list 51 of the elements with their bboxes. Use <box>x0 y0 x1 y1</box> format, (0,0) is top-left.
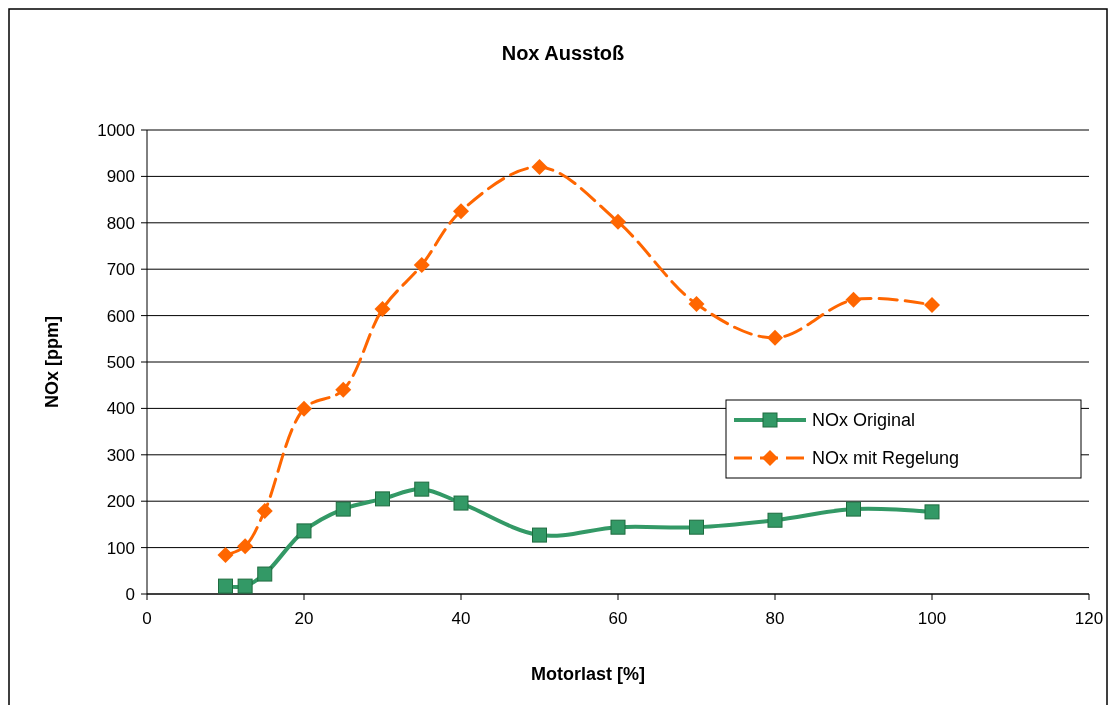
chart-title: Nox Ausstoß <box>501 42 625 64</box>
point <box>257 566 273 582</box>
point <box>413 257 430 274</box>
point <box>296 400 312 417</box>
y-tick-label: 100 <box>106 538 135 558</box>
y-tick-label: 300 <box>106 445 135 465</box>
y-tick-label: 500 <box>106 353 135 372</box>
point <box>532 527 547 543</box>
point <box>335 381 352 398</box>
point <box>375 491 390 507</box>
y-tick-label: 400 <box>106 399 135 419</box>
point <box>374 301 391 318</box>
point <box>924 296 940 313</box>
point <box>767 329 783 346</box>
x-axis-title: Motorlast [%] <box>531 664 645 684</box>
point <box>767 512 783 528</box>
legend-label: NOx mit Regelung <box>812 448 960 468</box>
x-tick-label: 40 <box>451 609 471 628</box>
y-tick-label: 700 <box>106 260 135 280</box>
point <box>845 291 862 308</box>
x-tick-label: 20 <box>294 609 314 628</box>
point <box>924 504 940 520</box>
point <box>846 501 861 517</box>
point <box>610 213 626 230</box>
point <box>453 495 469 511</box>
y-tick-label: 800 <box>106 213 135 233</box>
y-tick-label: 200 <box>106 492 135 512</box>
point <box>237 578 253 594</box>
point <box>688 296 705 312</box>
x-tick-label: 0 <box>142 609 152 628</box>
point <box>414 481 430 497</box>
point <box>237 538 254 555</box>
point <box>453 203 469 220</box>
y-tick-label: 1000 <box>97 121 135 140</box>
x-tick-label: 80 <box>765 609 785 628</box>
point <box>335 501 351 517</box>
point <box>217 547 234 564</box>
point <box>256 502 273 519</box>
x-tick-label: 120 <box>1074 609 1104 628</box>
x-tick-label: 60 <box>608 609 628 628</box>
point <box>218 578 233 594</box>
point <box>689 519 704 535</box>
y-axis-title: NOx [ppm] <box>42 316 62 408</box>
legend-label: NOx Original <box>812 410 916 430</box>
point <box>296 523 312 539</box>
y-tick-label: 900 <box>106 167 135 187</box>
y-tick-label: 0 <box>125 585 135 604</box>
point <box>610 519 626 535</box>
y-tick-label: 600 <box>106 306 135 326</box>
point <box>531 159 548 176</box>
x-tick-label: 100 <box>917 609 947 628</box>
